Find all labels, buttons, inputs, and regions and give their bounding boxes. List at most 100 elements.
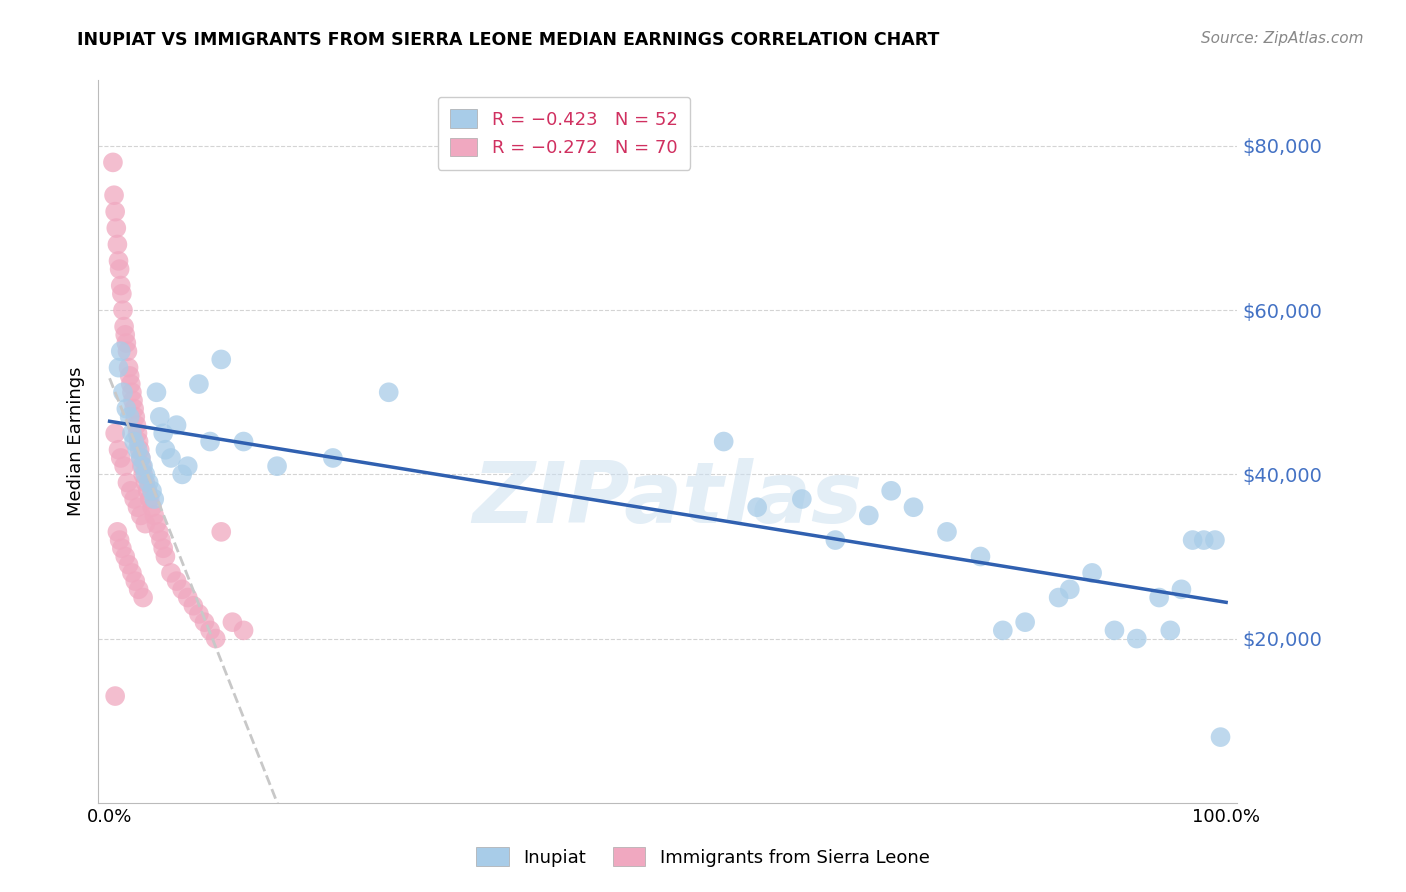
Point: [183, 599, 205, 613]
Point: [145, 516, 167, 531]
Point: [111, 385, 134, 400]
Point: [903, 500, 925, 515]
Point: [129, 450, 152, 465]
Point: [118, 368, 141, 383]
Point: [108, 533, 131, 547]
Point: [172, 467, 194, 482]
Point: [880, 483, 903, 498]
Point: [1047, 591, 1070, 605]
Point: [122, 401, 145, 416]
Point: [124, 409, 146, 424]
Point: [1192, 533, 1215, 547]
Point: [160, 566, 183, 580]
Point: [134, 516, 156, 531]
Point: [177, 591, 200, 605]
Point: [128, 442, 150, 457]
Point: [1181, 533, 1204, 547]
Point: [114, 549, 136, 564]
Point: [177, 459, 200, 474]
Point: [1126, 632, 1149, 646]
Point: [127, 426, 149, 441]
Point: [232, 434, 254, 449]
Point: [108, 262, 131, 277]
Point: [110, 278, 132, 293]
Point: [115, 336, 138, 351]
Point: [141, 500, 163, 515]
Text: ZIPatlas: ZIPatlas: [472, 458, 863, 541]
Point: [143, 491, 166, 506]
Point: [1147, 591, 1170, 605]
Point: [122, 491, 145, 506]
Point: [138, 475, 160, 490]
Point: [121, 566, 143, 580]
Point: [104, 426, 127, 441]
Point: [131, 459, 153, 474]
Point: [114, 327, 136, 342]
Point: [111, 286, 134, 301]
Point: [1104, 624, 1126, 638]
Point: [104, 689, 127, 703]
Point: [136, 483, 159, 498]
Point: [149, 533, 172, 547]
Point: [139, 491, 162, 506]
Point: [104, 204, 127, 219]
Point: [110, 450, 132, 465]
Point: [824, 533, 846, 547]
Point: [134, 475, 156, 490]
Point: [132, 591, 155, 605]
Point: [969, 549, 991, 564]
Point: [322, 450, 344, 465]
Point: [377, 385, 399, 400]
Point: [122, 434, 145, 449]
Point: [118, 409, 141, 424]
Point: [107, 360, 129, 375]
Point: [129, 450, 152, 465]
Point: [1204, 533, 1226, 547]
Point: [713, 434, 735, 449]
Point: [107, 442, 129, 457]
Point: [221, 615, 243, 630]
Point: [209, 352, 232, 367]
Point: [1209, 730, 1232, 744]
Point: [115, 401, 138, 416]
Point: [747, 500, 769, 515]
Point: [160, 450, 183, 465]
Point: [152, 426, 174, 441]
Point: [155, 549, 177, 564]
Text: Source: ZipAtlas.com: Source: ZipAtlas.com: [1201, 31, 1364, 46]
Point: [129, 508, 152, 523]
Point: [117, 360, 139, 375]
Legend: Inupiat, Immigrants from Sierra Leone: Inupiat, Immigrants from Sierra Leone: [470, 840, 936, 874]
Point: [141, 483, 163, 498]
Point: [858, 508, 880, 523]
Point: [1059, 582, 1081, 597]
Point: [132, 459, 155, 474]
Text: INUPIAT VS IMMIGRANTS FROM SIERRA LEONE MEDIAN EARNINGS CORRELATION CHART: INUPIAT VS IMMIGRANTS FROM SIERRA LEONE …: [77, 31, 939, 49]
Point: [128, 582, 150, 597]
Point: [204, 632, 226, 646]
Point: [166, 418, 188, 433]
Point: [790, 491, 813, 506]
Point: [111, 541, 134, 556]
Point: [132, 467, 155, 482]
Point: [187, 607, 209, 621]
Point: [1081, 566, 1104, 580]
Point: [105, 221, 128, 235]
Point: [107, 253, 129, 268]
Point: [117, 475, 139, 490]
Point: [120, 377, 142, 392]
Point: [1159, 624, 1181, 638]
Point: [111, 303, 134, 318]
Point: [936, 524, 959, 539]
Point: [166, 574, 188, 588]
Point: [127, 500, 149, 515]
Point: [209, 524, 232, 539]
Legend: R = −0.423   N = 52, R = −0.272   N = 70: R = −0.423 N = 52, R = −0.272 N = 70: [437, 96, 690, 169]
Point: [128, 434, 150, 449]
Point: [198, 624, 221, 638]
Point: [155, 442, 177, 457]
Point: [112, 459, 135, 474]
Point: [1170, 582, 1192, 597]
Point: [134, 467, 156, 482]
Point: [107, 524, 129, 539]
